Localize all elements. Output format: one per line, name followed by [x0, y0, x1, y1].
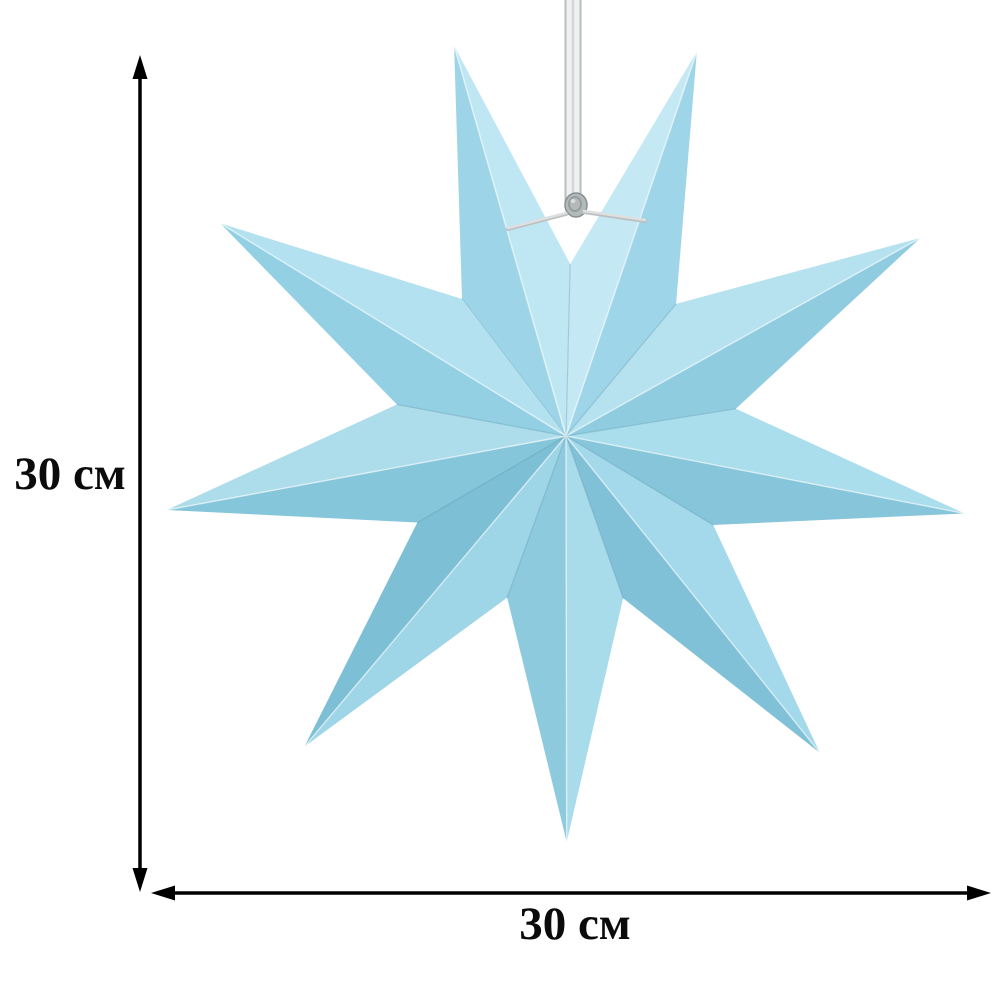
star-ridge-crease	[565, 435, 568, 843]
star-ridge-crease	[565, 51, 698, 437]
star-point-half	[566, 408, 965, 514]
width-arrow-head-left	[151, 885, 175, 901]
star-valley-crease	[396, 403, 567, 437]
star-ridge-crease	[453, 45, 567, 437]
hanging-string	[564, 0, 588, 218]
paper-star	[166, 45, 965, 843]
star-ridge-crease	[565, 435, 821, 754]
star-point-half	[166, 436, 566, 523]
string-bead-ring	[568, 196, 582, 212]
height-arrow-head-up	[132, 55, 148, 79]
star-point-half	[566, 436, 965, 525]
height-label: 30 см	[14, 448, 126, 500]
star-point-half	[507, 436, 567, 842]
star-valley-crease	[565, 264, 571, 437]
star-point-half	[454, 45, 571, 436]
star-valley-crease	[417, 435, 567, 524]
star-point-half	[566, 436, 624, 842]
string-bead-highlight	[570, 199, 576, 203]
string-tail	[506, 211, 568, 230]
star-ridge-crease	[303, 435, 567, 748]
string-tail	[582, 209, 647, 222]
string-knot-tails	[506, 209, 647, 231]
star-ridge-crease	[219, 222, 567, 437]
star-valley-crease	[506, 435, 567, 598]
dimension-arrows	[132, 55, 991, 901]
star-ridge-crease	[565, 237, 921, 437]
width-label: 30 см	[519, 898, 631, 950]
star-point-half	[166, 404, 566, 510]
width-arrow-head-right	[967, 885, 991, 901]
star-ridge-crease	[166, 435, 567, 511]
star-valley-crease	[565, 435, 714, 526]
height-arrow-head-down	[132, 868, 148, 892]
star-valley-crease	[565, 435, 624, 599]
star-ridge-crease	[565, 435, 965, 515]
star-valley-crease	[565, 303, 677, 437]
star-valley-crease	[565, 408, 736, 437]
